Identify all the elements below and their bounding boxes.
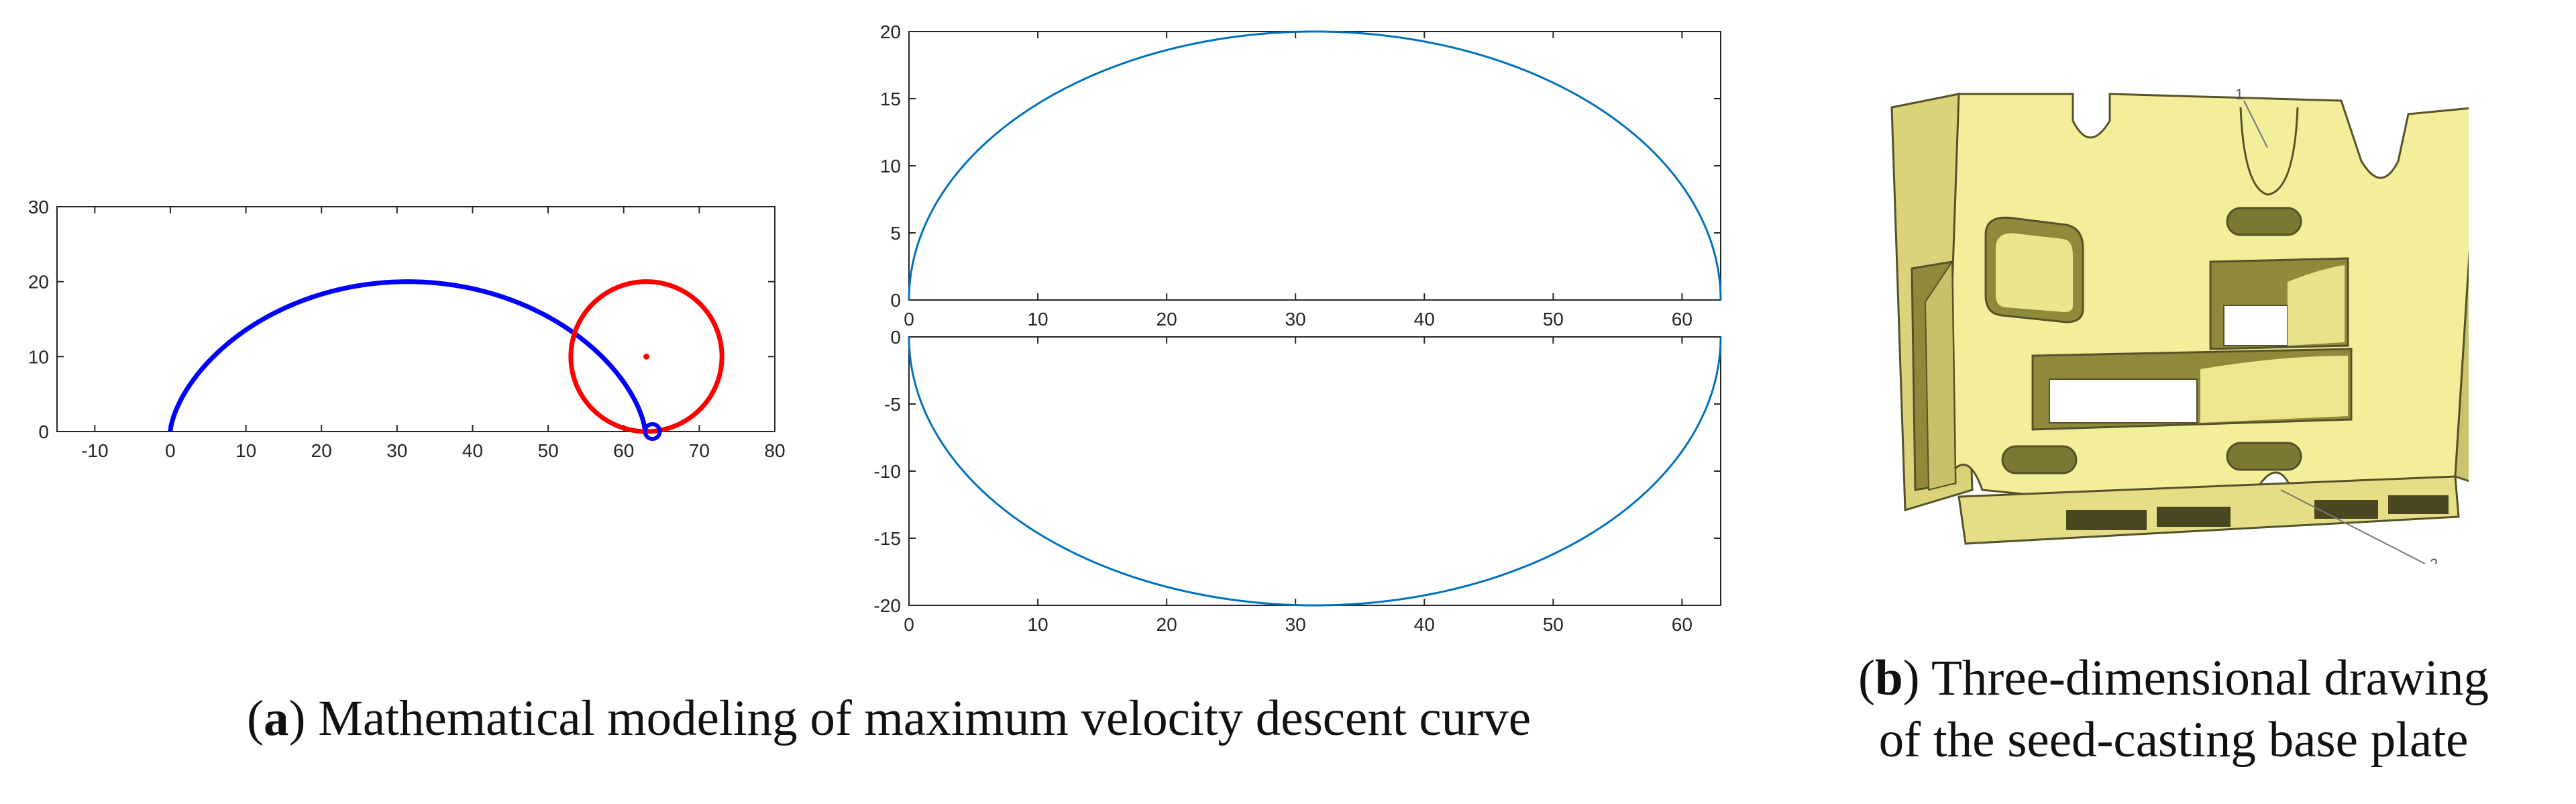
- chart-a-plot: -10 0 10 20 30 40 50 60 70 80 0 10 20 30: [28, 197, 786, 461]
- chart-top-ytick-label: 10: [880, 156, 901, 177]
- chart-a-xtick-label: 60: [613, 440, 634, 461]
- chart-bottom-xtick-label: 40: [1414, 614, 1435, 635]
- chart-top-ytick-label: 20: [880, 21, 901, 42]
- caption-a-text: Mathematical modeling of maximum velocit…: [305, 691, 1531, 746]
- caption-b-line1: Three-dimensional drawing: [1919, 650, 2489, 706]
- chart-top-xtick-label: 20: [1157, 309, 1177, 330]
- chart-bottom-ytick-label: -5: [884, 394, 901, 415]
- caption-b-letter: b: [1874, 650, 1903, 706]
- upper-right-window-hole: [2223, 305, 2288, 346]
- caption-a: (a) Mathematical modeling of maximum vel…: [247, 691, 1531, 746]
- chart-top-xtick-label: 60: [1672, 309, 1693, 330]
- chart-bottom-xtick-label: 10: [1027, 614, 1048, 635]
- chart-top-plot: 0 10 20 30 40 50 60 0 5 10 15 20: [880, 21, 1722, 330]
- chart-bottom-xtick-label: 20: [1157, 614, 1177, 635]
- chart-a-axes-box: [56, 206, 775, 432]
- top-notch: [2239, 107, 2299, 196]
- chart-a-xtick-label: 0: [165, 440, 176, 461]
- plate-right-side: [2454, 250, 2469, 483]
- base-cell-2: [2157, 507, 2231, 527]
- caption-b: (b) Three-dimensional drawing of the seed…: [1858, 650, 2489, 768]
- base-cell-3: [2314, 500, 2378, 519]
- chart-top-xtick-label: 0: [904, 309, 914, 330]
- chart-bottom-xtick-label: 0: [904, 614, 914, 635]
- chart-bottom-curve: [908, 336, 1722, 607]
- chart-top-xtick-label: 40: [1414, 309, 1435, 330]
- chart-a-xtick-label: 10: [235, 440, 256, 461]
- chart-a-descent-curve: [168, 279, 648, 432]
- chart-top-xtick-label: 10: [1027, 309, 1048, 330]
- chart-top-curve: [908, 30, 1722, 301]
- chart-top-ytick-label: 0: [890, 290, 901, 311]
- chart-a-ytick-label: 0: [38, 421, 49, 442]
- label-2: 2: [2430, 556, 2438, 564]
- chart-a-point: [643, 353, 650, 360]
- base-cell-4: [2388, 495, 2449, 514]
- oval-slot-mid-right: [2226, 442, 2302, 471]
- caption-b-line2: of the seed-casting base plate: [1878, 712, 2469, 768]
- chart-bottom-xtick-label: 50: [1543, 614, 1564, 635]
- chart-top-xtick-label: 30: [1285, 309, 1306, 330]
- middle-slot-hole: [2049, 379, 2198, 423]
- chart-top-ytick-label: 15: [880, 89, 901, 109]
- chart-a-ytick-label: 20: [28, 272, 49, 293]
- chart-bottom-ytick-label: -10: [874, 461, 901, 482]
- oval-slot-top-right: [2226, 207, 2302, 236]
- chart-bottom-plot: 0 10 20 30 40 50 60 -20 -15 -10 -5 0: [874, 327, 1722, 635]
- chart-bottom-ytick-label: -20: [874, 595, 901, 616]
- chart-a-xtick-label: 80: [764, 440, 785, 461]
- upper-right-window-face: [2288, 265, 2345, 346]
- chart-top-xtick-label: 50: [1543, 309, 1564, 330]
- chart-top-ytick-label: 5: [890, 223, 901, 244]
- chart-a-xtick-label: 30: [386, 440, 407, 461]
- chart-a-xtick-label: -10: [81, 440, 108, 461]
- oval-slot-mid-left: [2001, 445, 2078, 474]
- chart-top-axes-box: [908, 31, 1721, 301]
- chart-a-xtick-label: 70: [689, 440, 710, 461]
- chart-bottom-ytick-label: -15: [874, 528, 901, 549]
- leader-line-2: [2280, 489, 2426, 564]
- label-1: 1: [2235, 86, 2243, 103]
- left-recess-face: [1924, 259, 1957, 491]
- chart-bottom-xtick-label: 60: [1672, 614, 1693, 635]
- chart-a-point: [643, 422, 662, 441]
- middle-slot-face: [2200, 356, 2348, 423]
- base-plate-3d-drawing: 1 2: [1890, 86, 2469, 564]
- chart-bottom-ytick-label: 0: [890, 327, 901, 348]
- chart-a-ytick-label: 30: [28, 197, 49, 217]
- chart-a-xtick-label: 40: [462, 440, 483, 461]
- base-cell-1: [2066, 510, 2147, 530]
- upper-left-opening-face: [1996, 233, 2073, 312]
- leader-line-1: [2243, 100, 2268, 148]
- caption-a-letter: a: [263, 691, 289, 746]
- chart-bottom-axes-box: [908, 336, 1721, 606]
- chart-a-xtick-label: 50: [538, 440, 559, 461]
- chart-bottom-xtick-label: 30: [1285, 614, 1306, 635]
- chart-a-xtick-label: 20: [311, 440, 332, 461]
- chart-a-ytick-label: 10: [28, 346, 49, 367]
